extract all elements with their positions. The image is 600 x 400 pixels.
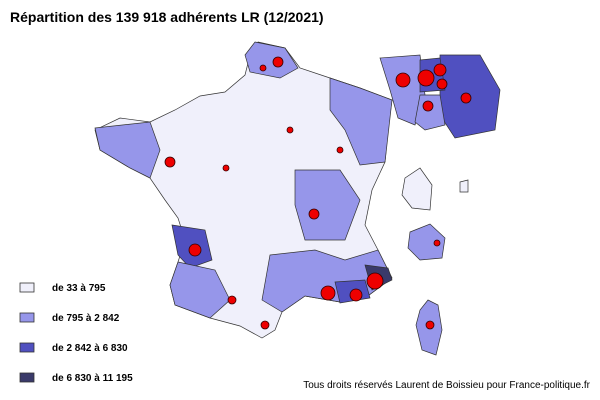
region-north	[244, 41, 299, 79]
dot	[460, 92, 472, 104]
dot	[259, 64, 267, 72]
dot	[422, 100, 434, 112]
dot	[436, 78, 448, 90]
island-2	[459, 179, 469, 193]
legend: de 33 à 795 de 795 à 2 842 de 2 842 à 6 83…	[19, 282, 133, 384]
dot	[433, 63, 447, 77]
dot	[336, 146, 344, 154]
dot	[395, 72, 411, 88]
sw	[169, 261, 231, 319]
dot	[433, 239, 441, 247]
legend-swatch	[19, 312, 35, 323]
legend-label: de 795 à 2 842	[52, 313, 120, 324]
island-1	[401, 167, 433, 211]
credit: Tous droits réservés Laurent de Boissieu…	[303, 380, 590, 391]
dot	[164, 156, 176, 168]
legend-swatch	[19, 282, 35, 293]
dot	[272, 56, 284, 68]
dot	[320, 285, 336, 301]
dot	[366, 272, 384, 290]
dot	[417, 69, 435, 87]
legend-label: de 33 à 795	[52, 283, 106, 294]
dot	[188, 243, 202, 257]
idf-south	[414, 94, 446, 131]
france-map	[94, 41, 393, 339]
region-east	[329, 77, 393, 166]
island-3	[407, 223, 446, 261]
dot	[286, 126, 294, 134]
idf-west	[379, 54, 426, 126]
dot	[260, 320, 270, 330]
legend-label: de 6 830 à 11 195	[52, 373, 133, 384]
dot	[308, 208, 320, 220]
region-rhone	[294, 169, 361, 241]
dot	[222, 164, 230, 172]
brittany	[94, 121, 161, 179]
dot	[349, 288, 363, 302]
dot	[227, 295, 237, 305]
legend-swatch	[19, 342, 35, 353]
dots	[164, 56, 472, 330]
overseas	[401, 167, 469, 356]
legend-label: de 2 842 à 6 830	[52, 343, 128, 354]
legend-swatch	[19, 372, 35, 383]
dot	[425, 320, 435, 330]
title: Répartition des 139 918 adhérents LR (12…	[10, 9, 324, 25]
